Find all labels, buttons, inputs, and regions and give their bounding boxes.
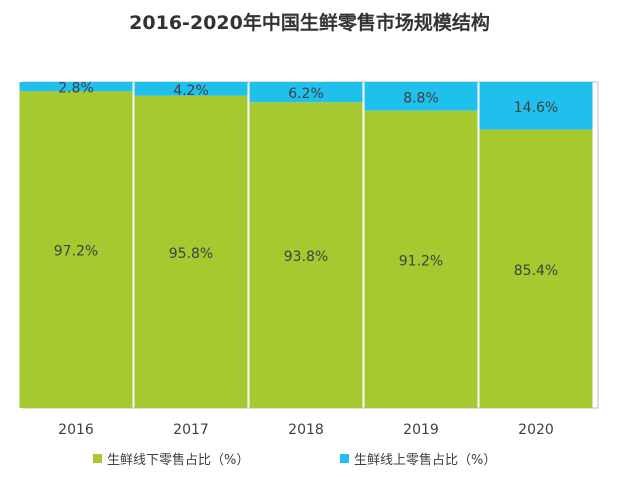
x-tick-2020: 2020 — [518, 422, 554, 438]
legend-label-offline: 生鲜线下零售占比（%） — [107, 453, 250, 468]
bar-offline-2016 — [19, 91, 133, 409]
chart-title: 2016-2020年中国生鲜零售市场规模结构 — [129, 12, 490, 34]
bar-online-2016 — [19, 82, 133, 92]
bar-offline-2017 — [134, 95, 248, 408]
label-offline-2017: 95.8% — [169, 246, 213, 262]
bar-online-2018 — [249, 82, 363, 103]
bar-online-2019 — [364, 82, 478, 111]
legend-item-offline: 生鲜线下零售占比（%） — [93, 449, 249, 468]
x-tick-2017: 2017 — [173, 422, 209, 438]
legend-swatch-online — [340, 454, 349, 463]
data-labels-group: 97.2% 2.8% 95.8% 4.2% 93.8% 6.2% 91.2% 8.8% 85.4… — [54, 81, 558, 279]
label-offline-2018: 93.8% — [284, 249, 328, 265]
label-online-2018: 6.2% — [288, 86, 324, 102]
label-online-2020: 14.6% — [514, 100, 558, 116]
label-online-2019: 8.8% — [403, 90, 439, 106]
legend-swatch-offline — [93, 454, 102, 463]
bar-online-2020 — [479, 82, 593, 130]
x-tick-2019: 2019 — [403, 422, 439, 438]
x-tick-labels-group: 2016 2017 2018 2019 2020 — [58, 422, 554, 438]
bar-offline-2019 — [364, 110, 478, 409]
x-tick-2018: 2018 — [288, 422, 324, 438]
bar-offline-2018 — [249, 102, 363, 408]
label-offline-2016: 97.2% — [54, 244, 98, 260]
bars-group — [19, 82, 593, 409]
bar-offline-2020 — [479, 129, 593, 408]
x-tick-2016: 2016 — [58, 422, 94, 438]
legend-label-online: 生鲜线上零售占比（%） — [354, 453, 497, 468]
legend-item-online: 生鲜线上零售占比（%） — [340, 449, 496, 468]
label-offline-2019: 91.2% — [399, 253, 443, 269]
bar-online-2017 — [134, 82, 248, 96]
label-offline-2020: 85.4% — [514, 263, 558, 279]
label-online-2016: 2.8% — [58, 81, 94, 97]
label-online-2017: 4.2% — [173, 83, 209, 99]
